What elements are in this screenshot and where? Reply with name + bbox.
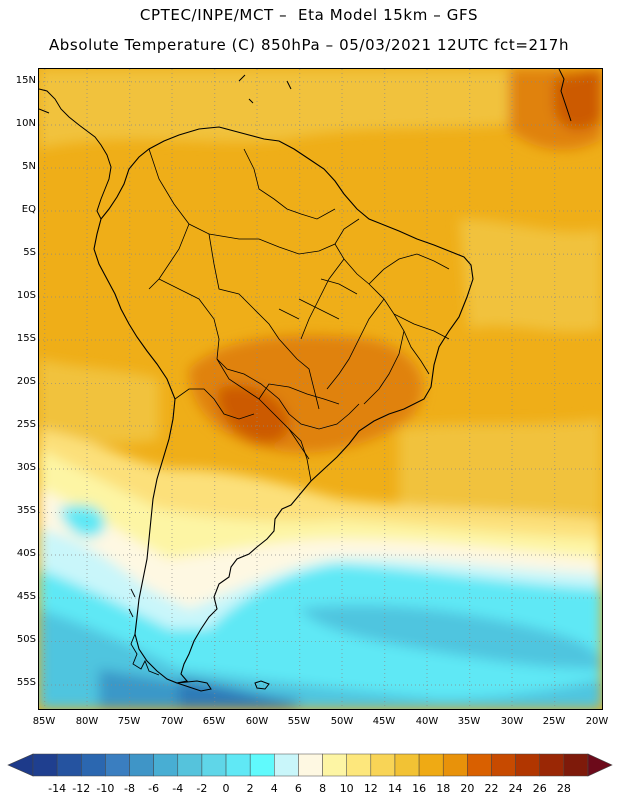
colorbar-label: 4 <box>270 782 278 795</box>
lat-label: 45S <box>16 591 36 602</box>
colorbar-swatch <box>539 753 565 777</box>
lon-label: 70W <box>160 716 184 727</box>
lat-label: 15S <box>16 333 36 344</box>
lat-label: 35S <box>16 505 36 516</box>
colorbar-label: 28 <box>556 782 571 795</box>
atlantic-light-blue <box>299 605 602 669</box>
colorbar-label: 12 <box>363 782 378 795</box>
lon-label: 20W <box>585 716 609 727</box>
lon-label: 40W <box>415 716 439 727</box>
pacific-light-band <box>39 359 159 449</box>
colorbar-label: -14 <box>48 782 67 795</box>
colorbar-swatch <box>249 753 275 777</box>
colorbar-swatch <box>491 753 516 777</box>
lon-label: 50W <box>330 716 354 727</box>
colorbar-label: 2 <box>246 782 254 795</box>
colorbar-label: 14 <box>387 782 402 795</box>
lon-label: 55W <box>287 716 311 727</box>
colorbar-swatch <box>298 753 323 777</box>
colorbar-swatch <box>563 753 589 777</box>
colorbar-label: -6 <box>148 782 160 795</box>
lat-label: EQ <box>21 204 36 215</box>
lat-label: 10N <box>15 118 36 129</box>
lon-label: 30W <box>500 716 524 727</box>
deep-blue-core <box>179 679 289 709</box>
falkland-islands <box>254 680 270 690</box>
colorbar-swatch <box>56 753 82 777</box>
north-light-band <box>39 69 602 149</box>
map-title-line-1: CPTEC/INPE/MCT – Eta Model 15km – GFS <box>139 6 479 24</box>
lat-label: 5N <box>22 161 36 172</box>
lat-label: 10S <box>16 290 36 301</box>
lat-label: 40S <box>16 548 36 559</box>
lon-label: 25W <box>542 716 566 727</box>
temperature-map <box>38 68 603 710</box>
colorbar-label: 8 <box>319 782 327 795</box>
lon-label: 35W <box>457 716 481 727</box>
lon-label: 60W <box>245 716 269 727</box>
country-borders <box>148 148 450 482</box>
colorbar-swatch <box>442 753 468 777</box>
lat-lon-grid <box>39 69 602 709</box>
colorbar-label: 10 <box>339 782 354 795</box>
atlantic-light-band-2 <box>399 419 602 532</box>
lon-label: 80W <box>75 716 99 727</box>
colorbar-swatch <box>274 753 299 777</box>
lon-label: 75W <box>117 716 141 727</box>
central-america-coastline <box>39 88 112 220</box>
colorbar-swatch <box>153 753 179 777</box>
colorbar-swatch <box>81 753 106 777</box>
atlantic-light-band <box>459 219 602 332</box>
colorbar-swatch <box>105 753 130 777</box>
lat-label: 30S <box>16 462 36 473</box>
colorbar-swatch <box>201 753 227 777</box>
colorbar-label: 16 <box>412 782 427 795</box>
lat-label: 20S <box>16 376 36 387</box>
lat-label: 50S <box>16 634 36 645</box>
colorbar-label: -12 <box>72 782 91 795</box>
lon-label: 85W <box>32 716 56 727</box>
lat-label: 15N <box>15 75 36 86</box>
chilean-fjords <box>128 588 160 676</box>
map-title-line-2: Absolute Temperature (C) 850hPa – 05/03/… <box>48 36 570 54</box>
colorbar-label: 26 <box>532 782 547 795</box>
colorbar-swatch <box>467 753 492 777</box>
colorbar-swatch <box>370 753 396 777</box>
colorbar-label: 24 <box>508 782 523 795</box>
colorbar-swatch <box>346 753 372 777</box>
pacific-cyan-patch <box>59 505 105 538</box>
colorbar-label: 18 <box>436 782 451 795</box>
colorbar-label: 6 <box>294 782 302 795</box>
colorbar-swatch <box>322 753 347 777</box>
colorbar-high-arrow <box>587 753 613 777</box>
lat-label: 25S <box>16 419 36 430</box>
colorbar-label: 0 <box>222 782 230 795</box>
colorbar-label: -10 <box>96 782 115 795</box>
colorbar-swatch <box>32 753 58 777</box>
colorbar-swatch <box>177 753 203 777</box>
lat-label: 55S <box>16 677 36 688</box>
lon-label: 65W <box>202 716 226 727</box>
northeast-hottest-spot <box>554 69 602 130</box>
caribbean-islands <box>39 69 572 122</box>
colorbar-label: -4 <box>172 782 184 795</box>
colorbar-swatch <box>129 753 154 777</box>
colorbar-swatch <box>418 753 444 777</box>
colorbar-swatch <box>515 753 540 777</box>
lon-label: 45W <box>372 716 396 727</box>
color-scale-bar <box>7 753 613 777</box>
colorbar-label: -2 <box>196 782 208 795</box>
colorbar-label: -8 <box>124 782 135 795</box>
lat-label: 5S <box>23 247 36 258</box>
colorbar-low-arrow <box>7 753 34 777</box>
colorbar-swatch <box>225 753 251 777</box>
south-america-coastline <box>93 126 474 684</box>
colorbar-label: 22 <box>484 782 499 795</box>
tierra-del-fuego <box>176 680 212 692</box>
colorbar-label: 20 <box>460 782 475 795</box>
colorbar-swatch <box>394 753 420 777</box>
